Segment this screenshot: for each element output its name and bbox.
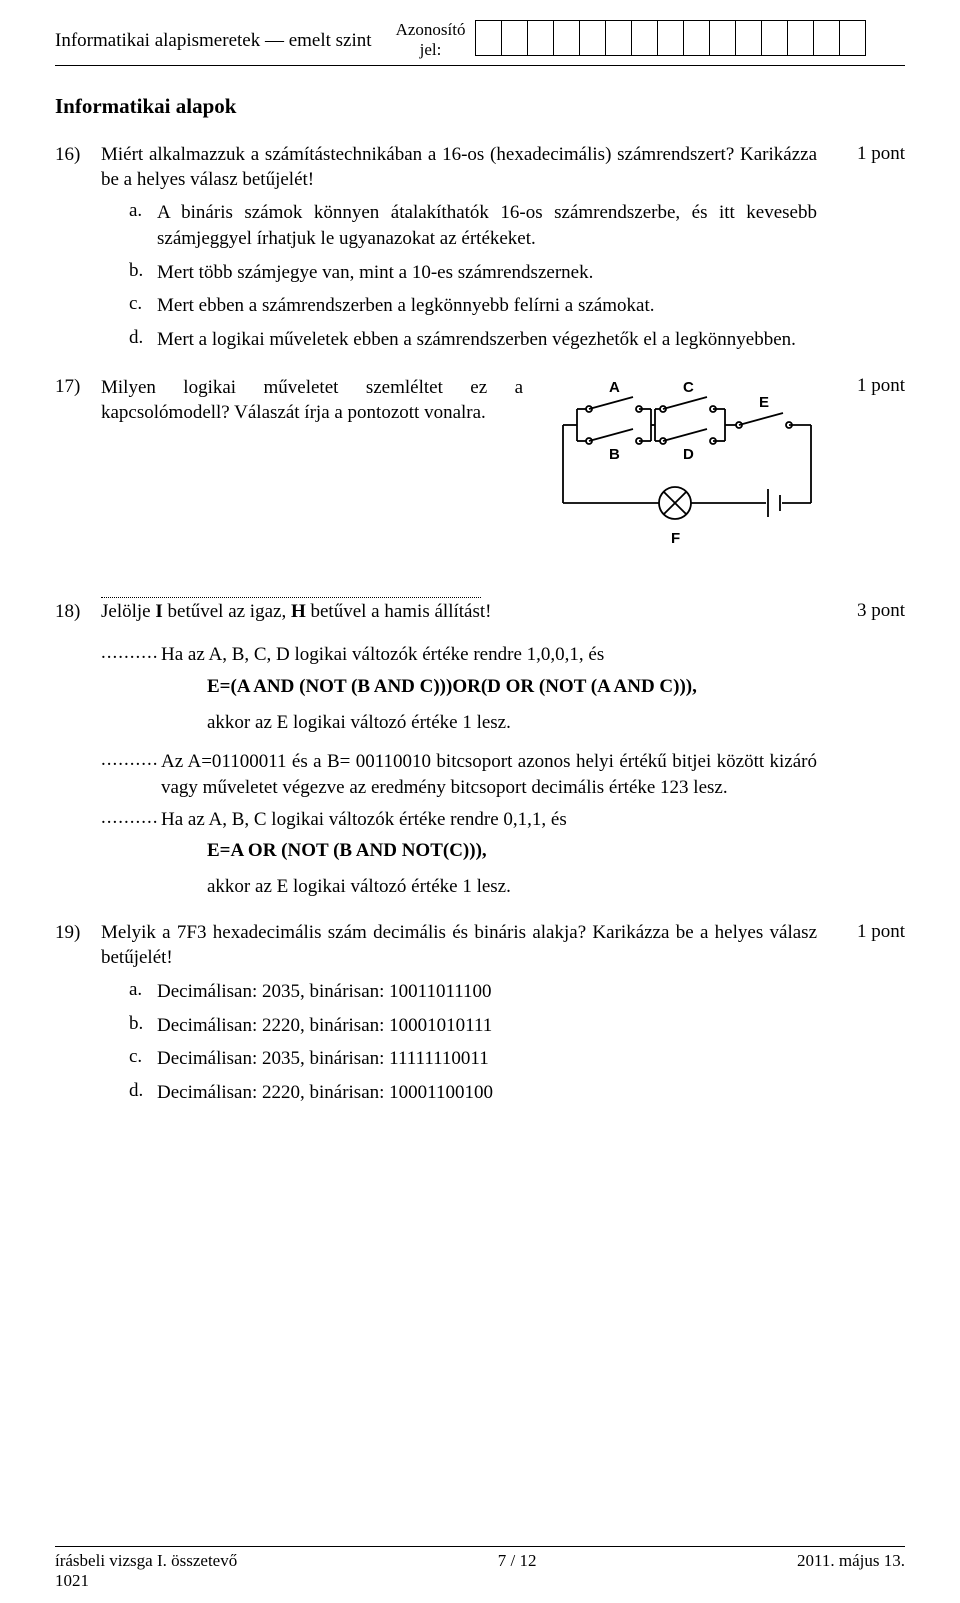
svg-text:D: D	[683, 446, 694, 463]
answer-blank[interactable]: ..........	[101, 749, 161, 771]
statement: ..........Ha az A, B, C logikai változók…	[101, 807, 817, 833]
header-subject: Informatikai alapismeretek — emelt szint	[55, 20, 372, 52]
id-cell[interactable]	[475, 20, 502, 56]
id-cell[interactable]	[527, 20, 554, 56]
option-text: Decimálisan: 2220, binárisan: 1000101011…	[157, 1013, 905, 1039]
q18-pre: Jelölje	[101, 601, 155, 622]
option-label: a.	[129, 200, 157, 222]
id-cell[interactable]	[657, 20, 684, 56]
option[interactable]: b.Mert több számjegye van, mint a 10-es …	[129, 260, 905, 286]
q18-mid: betűvel az igaz,	[163, 601, 291, 622]
statement-lead: Az A=01100011 és a B= 00110010 bitcsopor…	[161, 749, 817, 800]
option-label: b.	[129, 1013, 157, 1035]
question-17: 17) Milyen logikai műveletet szemléltet …	[55, 375, 905, 551]
question-text: Milyen logikai műveletet szemléltet ez a…	[101, 375, 543, 426]
footer-left-line1: írásbeli vizsga I. összetevő	[55, 1551, 237, 1570]
q18-H: H	[291, 601, 306, 622]
statement-tail: akkor az E logikai változó értéke 1 lesz…	[207, 710, 817, 736]
statement-tail: akkor az E logikai változó értéke 1 lesz…	[207, 874, 817, 900]
question-number: 19)	[55, 921, 101, 946]
question-points: 1 pont	[833, 375, 905, 397]
question-points: 1 pont	[833, 921, 905, 943]
id-cell[interactable]	[605, 20, 632, 56]
statement-expression: E=(A AND (NOT (B AND C)))OR(D OR (NOT (A…	[207, 674, 817, 700]
id-cell[interactable]	[709, 20, 736, 56]
id-cell[interactable]	[579, 20, 606, 56]
svg-text:F: F	[671, 530, 680, 545]
question-16: 16) Miért alkalmazzuk a számítástechniká…	[55, 143, 905, 192]
page: Informatikai alapismeretek — emelt szint…	[0, 0, 960, 1603]
id-cell[interactable]	[813, 20, 840, 56]
option[interactable]: d.Decimálisan: 2220, binárisan: 10001100…	[129, 1080, 905, 1106]
question-number: 18)	[55, 600, 101, 625]
option-text: Decimálisan: 2220, binárisan: 1000110010…	[157, 1080, 905, 1106]
statement-lead: Ha az A, B, C logikai változók értéke re…	[161, 807, 817, 833]
header-id-label-line1: Azonosító	[396, 20, 466, 39]
svg-text:E: E	[759, 394, 769, 411]
option[interactable]: c.Mert ebben a számrendszerben a legkönn…	[129, 293, 905, 319]
id-cell[interactable]	[683, 20, 710, 56]
answer-blank[interactable]: ..........	[101, 807, 161, 829]
statement-lead: Ha az A, B, C, D logikai változók értéke…	[161, 642, 817, 668]
q18-post: betűvel a hamis állítást!	[306, 601, 492, 622]
id-cell[interactable]	[839, 20, 866, 56]
id-grid[interactable]	[475, 20, 866, 56]
footer-left: írásbeli vizsga I. összetevő 1021	[55, 1551, 237, 1591]
option-text: Mert a logikai műveletek ebben a számren…	[157, 327, 905, 353]
question-points: 1 pont	[833, 143, 905, 165]
option[interactable]: c.Decimálisan: 2035, binárisan: 11111110…	[129, 1046, 905, 1072]
statement: ..........Ha az A, B, C, D logikai válto…	[101, 642, 817, 668]
question-number: 17)	[55, 375, 101, 400]
page-footer: írásbeli vizsga I. összetevő 1021 7 / 12…	[55, 1546, 905, 1591]
option[interactable]: a.Decimálisan: 2035, binárisan: 10011011…	[129, 979, 905, 1005]
option[interactable]: a.A bináris számok könnyen átalakíthatók…	[129, 200, 905, 251]
answer-blank[interactable]: ..........	[101, 642, 161, 664]
footer-date: 2011. május 13.	[797, 1551, 905, 1591]
option-label: a.	[129, 979, 157, 1001]
option-text: Mert ebben a számrendszerben a legkönnye…	[157, 293, 905, 319]
question-text: Jelölje I betűvel az igaz, H betűvel a h…	[101, 600, 833, 625]
option-text: Decimálisan: 2035, binárisan: 1111111001…	[157, 1046, 905, 1072]
question-19-options: a.Decimálisan: 2035, binárisan: 10011011…	[129, 979, 905, 1106]
header-id-label: Azonosító jel:	[372, 20, 476, 59]
question-points: 3 pont	[833, 600, 905, 622]
id-cell[interactable]	[631, 20, 658, 56]
id-cell[interactable]	[501, 20, 528, 56]
question-19: 19) Melyik a 7F3 hexadecimális szám deci…	[55, 921, 905, 970]
option-label: d.	[129, 1080, 157, 1102]
question-text: Melyik a 7F3 hexadecimális szám decimáli…	[101, 921, 833, 970]
option-text: Mert több számjegye van, mint a 10-es sz…	[157, 260, 905, 286]
footer-page-number: 7 / 12	[237, 1551, 797, 1591]
question-18-statements: ..........Ha az A, B, C, D logikai válto…	[101, 642, 905, 899]
q18-I: I	[155, 601, 162, 622]
option-label: b.	[129, 260, 157, 282]
option-text: A bináris számok könnyen átalakíthatók 1…	[157, 200, 905, 251]
id-cell[interactable]	[761, 20, 788, 56]
id-cell[interactable]	[787, 20, 814, 56]
answer-dotted-line[interactable]	[101, 579, 481, 598]
option-label: c.	[129, 1046, 157, 1068]
statement-expression: E=A OR (NOT (B AND NOT(C))),	[207, 838, 817, 864]
statement: ..........Az A=01100011 és a B= 00110010…	[101, 749, 817, 800]
page-header: Informatikai alapismeretek — emelt szint…	[55, 20, 905, 66]
svg-text:C: C	[683, 379, 694, 396]
header-id-label-line2: jel:	[420, 40, 442, 59]
footer-left-line2: 1021	[55, 1571, 89, 1590]
section-title: Informatikai alapok	[55, 94, 905, 119]
option-text: Decimálisan: 2035, binárisan: 1001101110…	[157, 979, 905, 1005]
option-label: c.	[129, 293, 157, 315]
svg-text:B: B	[609, 446, 620, 463]
option-label: d.	[129, 327, 157, 349]
question-text: Miért alkalmazzuk a számítástechnikában …	[101, 143, 833, 192]
question-18: 18) Jelölje I betűvel az igaz, H betűvel…	[55, 600, 905, 625]
question-number: 16)	[55, 143, 101, 168]
question-16-options: a.A bináris számok könnyen átalakíthatók…	[129, 200, 905, 352]
svg-text:A: A	[609, 379, 620, 396]
option[interactable]: b.Decimálisan: 2220, binárisan: 10001010…	[129, 1013, 905, 1039]
option[interactable]: d.Mert a logikai műveletek ebben a számr…	[129, 327, 905, 353]
circuit-diagram: A B C D E F	[543, 375, 833, 551]
id-cell[interactable]	[553, 20, 580, 56]
id-cell[interactable]	[735, 20, 762, 56]
